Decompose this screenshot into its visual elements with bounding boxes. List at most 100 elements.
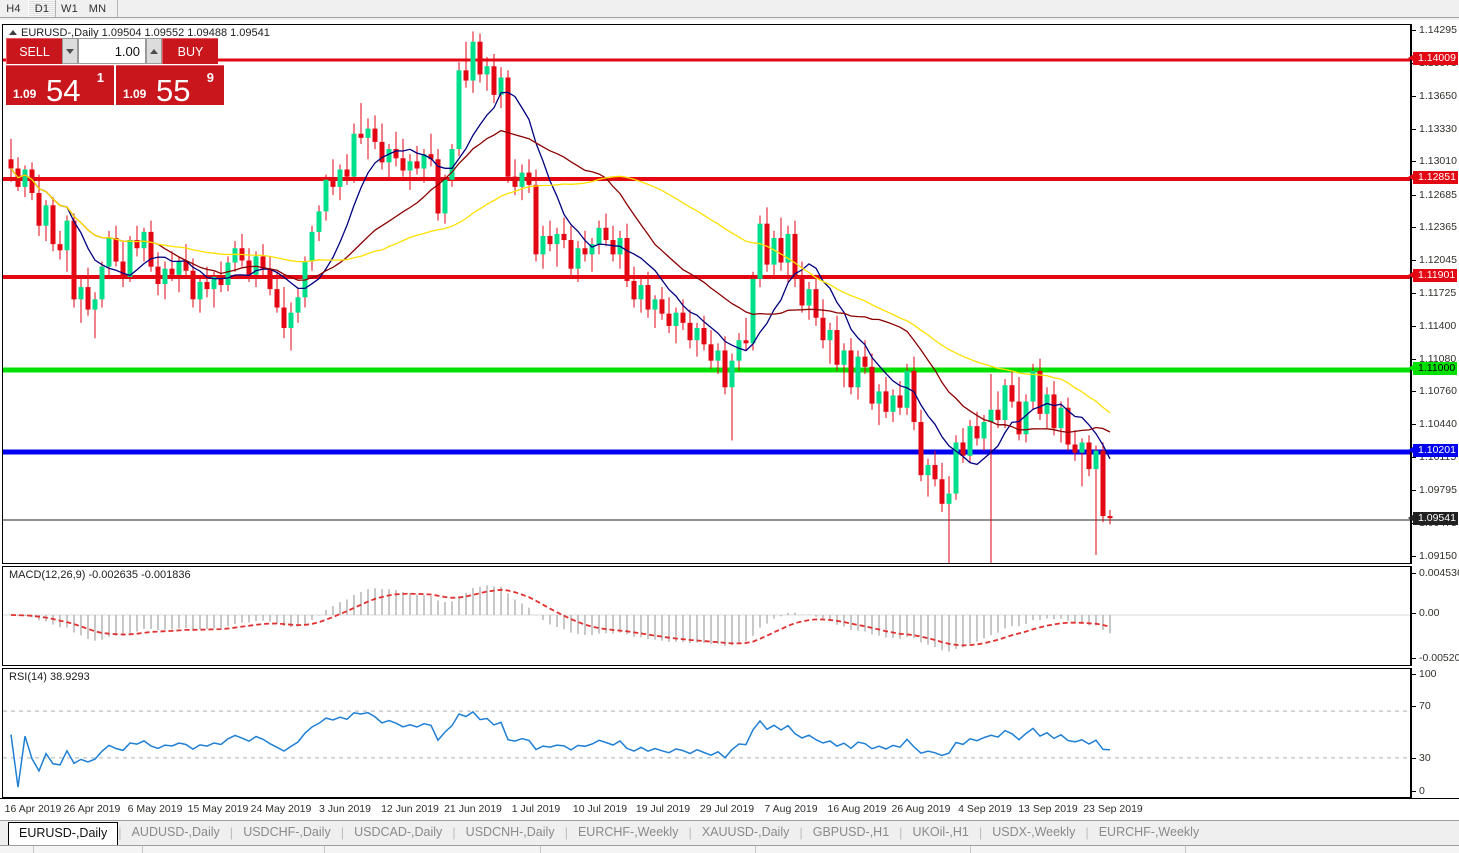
- symbol-tab-usdcnh--daily[interactable]: USDCNH-,Daily: [465, 825, 555, 839]
- symbol-tab-bar: EURUSD-,Daily | AUDUSD-,Daily | USDCHF-,Dail…: [0, 820, 1459, 853]
- candle-body: [624, 238, 630, 281]
- symbol-tab-usdchf--daily[interactable]: USDCHF-,Daily: [243, 825, 331, 839]
- sell-price-display[interactable]: 1.09 54 1: [6, 65, 114, 106]
- candle-body: [988, 409, 994, 423]
- candle-body: [939, 479, 945, 504]
- candle-body: [491, 66, 497, 95]
- volume-input[interactable]: 1.00: [78, 38, 146, 64]
- tab-divider: |: [229, 825, 234, 840]
- candle-body: [50, 205, 56, 245]
- candle-body: [204, 281, 210, 290]
- price-tag-resistance-1-11901[interactable]: 1.11901: [1408, 269, 1458, 282]
- rsi-line: [10, 710, 1111, 788]
- symbol-tab-usdx--weekly[interactable]: USDX-,Weekly: [992, 825, 1076, 839]
- tag-pointer-icon: [1408, 365, 1413, 371]
- candle-body: [1100, 450, 1106, 517]
- rsi-scale[interactable]: 100 70 30 0: [1411, 668, 1459, 798]
- sell-price-prefix: 1.09: [13, 87, 37, 101]
- candle-body: [897, 395, 903, 408]
- price-tag-support-1-11000[interactable]: 1.11000: [1408, 362, 1458, 375]
- candle-wick: [654, 295, 656, 328]
- level-line-resistance-1-14009: [3, 58, 1410, 62]
- timeframe-button-h4[interactable]: H4: [6, 2, 21, 15]
- buy-price-display[interactable]: 1.09 55 9: [116, 65, 224, 106]
- sell-button[interactable]: SELL: [6, 38, 62, 64]
- timeframe-button-d1[interactable]: D1: [28, 0, 56, 17]
- volume-increase-button[interactable]: [146, 38, 162, 64]
- candle-body: [134, 240, 140, 249]
- time-axis-label: 29 Jul 2019: [699, 803, 755, 815]
- candle-body: [1009, 385, 1015, 402]
- candle-body: [414, 161, 420, 169]
- candle-body: [246, 260, 252, 275]
- candle-body: [176, 261, 182, 275]
- price-tag-resistance-1-14009[interactable]: 1.14009: [1408, 52, 1458, 65]
- candle-wick: [430, 133, 432, 167]
- tab-divider: |: [564, 825, 568, 840]
- candle-body: [232, 248, 238, 263]
- candle-wick: [563, 217, 565, 249]
- buy-button[interactable]: BUY: [162, 38, 218, 64]
- status-bar-divider: [324, 846, 325, 853]
- price-tick: 1.11400: [1412, 320, 1456, 332]
- candle-body: [596, 227, 602, 245]
- symbol-tab-audusd--daily[interactable]: AUDUSD-,Daily: [131, 825, 220, 839]
- candle-wick: [416, 145, 418, 175]
- collapse-triangle-icon[interactable]: [9, 30, 17, 35]
- candle-body: [505, 77, 511, 177]
- candle-body: [904, 370, 910, 408]
- volume-decrease-button[interactable]: [62, 38, 78, 64]
- price-tag-support-1-10201[interactable]: 1.10201: [1408, 444, 1458, 457]
- price-tick: 1.10115: [1412, 452, 1456, 463]
- symbol-tab-eurchf--weekly[interactable]: EURCHF-,Weekly: [1098, 825, 1200, 839]
- price-tag-last-price-1-09541[interactable]: 1.09541: [1408, 512, 1458, 525]
- time-axis-label: 7 Aug 2019: [764, 803, 818, 815]
- price-tag-value: 1.14009: [1418, 52, 1456, 64]
- candle-body: [169, 268, 175, 275]
- macd-scale[interactable]: 0.004536 0.00 -0.00520: [1411, 566, 1459, 666]
- candle-body: [428, 154, 434, 160]
- candle-body: [925, 464, 931, 476]
- candle-body: [148, 231, 154, 267]
- candle-body: [365, 128, 371, 138]
- candle-body: [190, 270, 196, 300]
- macd-signal-line: [10, 588, 1111, 647]
- price-tick: 1.11725: [1412, 287, 1456, 299]
- candle-body: [960, 442, 966, 456]
- tab-divider: |: [1085, 825, 1089, 840]
- timeframe-button-w1[interactable]: W1: [61, 2, 78, 15]
- tab-divider: |: [899, 825, 903, 840]
- price-scale[interactable]: 1.142951.139751.136501.133301.130101.126…: [1408, 24, 1459, 564]
- macd-indicator-pane[interactable]: MACD(12,26,9) -0.002635 -0.001836: [2, 566, 1411, 666]
- level-line-resistance-1-11901: [3, 275, 1410, 279]
- time-axis-label: 24 May 2019: [250, 803, 312, 815]
- candle-body: [715, 350, 721, 361]
- timeframe-button-mn[interactable]: MN: [88, 2, 107, 15]
- candle-body: [407, 161, 413, 171]
- candle-body: [183, 261, 189, 271]
- candle-body: [708, 344, 714, 361]
- symbol-tab-eurusd--daily[interactable]: EURUSD-,Daily: [8, 822, 119, 846]
- price-tag-resistance-1-12851[interactable]: 1.12851: [1408, 171, 1458, 184]
- symbol-tab-gbpusd--h1[interactable]: GBPUSD-,H1: [812, 825, 890, 839]
- price-tag-value: 1.11901: [1418, 269, 1456, 281]
- symbol-tab-eurchf--weekly[interactable]: EURCHF-,Weekly: [577, 825, 679, 839]
- symbol-tab-usdcad--daily[interactable]: USDCAD-,Daily: [354, 825, 443, 839]
- candle-body: [1107, 516, 1113, 519]
- candle-body: [29, 169, 35, 194]
- candle-wick: [948, 476, 950, 563]
- time-scale[interactable]: 16 Apr 2019 26 Apr 2019 6 May 2019 15 May 2…: [0, 798, 1459, 820]
- symbol-tab-xauusd--daily[interactable]: XAUUSD-,Daily: [701, 825, 790, 839]
- candle-body: [8, 159, 14, 169]
- status-bar-divider: [33, 846, 34, 853]
- candle-body: [631, 280, 637, 300]
- price-chart-pane[interactable]: EURUSD-,Daily 1.09504 1.09552 1.09488 1.…: [2, 24, 1411, 564]
- time-axis-label: 6 May 2019: [127, 803, 183, 815]
- candle-wick: [990, 373, 992, 563]
- candle-body: [645, 285, 651, 310]
- candle-body: [323, 179, 329, 212]
- symbol-tab-ukoil--h1[interactable]: UKOil-,H1: [912, 825, 969, 839]
- rsi-indicator-pane[interactable]: RSI(14) 38.9293: [2, 668, 1411, 798]
- candle-body: [911, 370, 917, 423]
- candle-wick: [591, 238, 593, 272]
